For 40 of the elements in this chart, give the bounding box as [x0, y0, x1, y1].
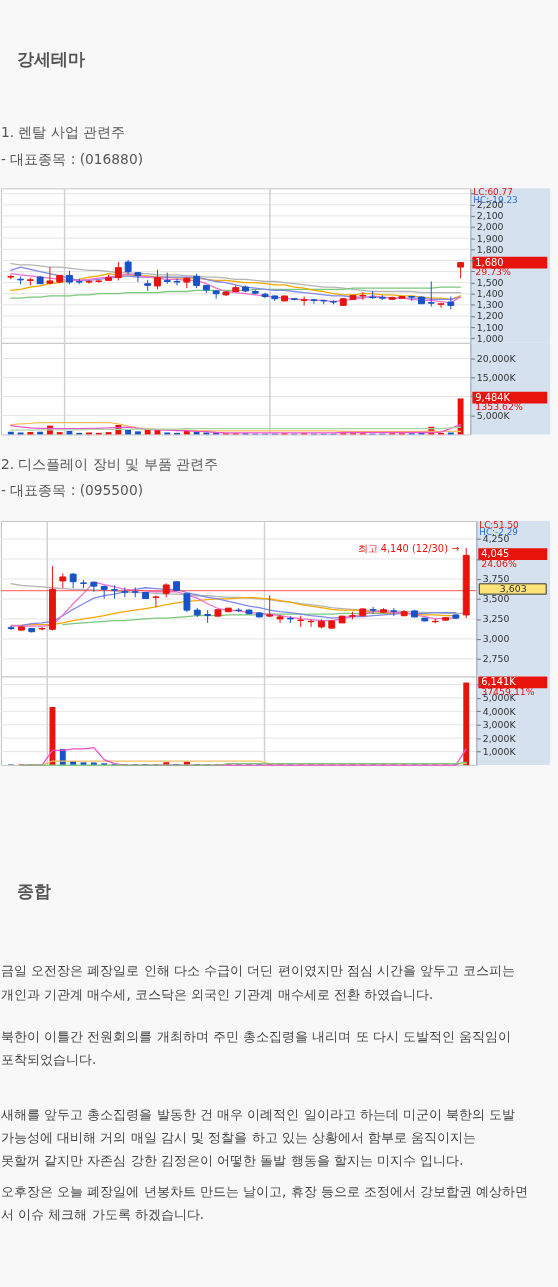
y-tick-label: 1,100	[476, 321, 504, 333]
text: 6,141K	[481, 676, 517, 688]
y-tick-label: 1,800	[476, 243, 504, 255]
y-tick-label: 1,300	[476, 299, 504, 311]
y-tick-label: 2,000	[476, 221, 504, 233]
y-tick-label: 3,500	[482, 593, 510, 605]
chart-title: 2. 디스플레이 장비 및 부품 관련주	[0, 455, 218, 472]
y-tick-label: 2,750	[482, 653, 510, 665]
annotation: 최고 4,140 (12/30) →	[357, 543, 460, 555]
text: 4,045	[481, 548, 510, 560]
text: 오후장은 오늘 폐장일에 년봉차트 만드는 날이고, 휴장 등으로 조정에서 강보합권 예상하면 서 이슈 체크해 가도록 하겠습니다.	[0, 1184, 529, 1223]
text: 강세테마	[16, 49, 85, 70]
y-tick-label: 1,200	[476, 310, 504, 322]
y-tick-label: 3,750	[482, 573, 510, 585]
y-tick-label: 1,000	[476, 332, 504, 344]
text: 북한이 이틀간 전원회의를 개최하며 주민 총소집령을 내리며 또 다시 도발적인 움직임이 포착되었습니다.	[0, 1029, 512, 1068]
y-tick-label: 3,250	[482, 613, 510, 625]
text: 1,680	[475, 256, 504, 268]
y-tick-label: 15,000K	[476, 371, 517, 383]
text: 24.06%	[481, 557, 517, 569]
text: 9,484K	[475, 391, 511, 403]
chart-title: 1. 렌탈 사업 관련주	[0, 124, 126, 141]
y-tick-label: 3,000K	[482, 719, 517, 731]
text: 금일 오전장은 폐장일로 인해 다소 수급이 더딘 편이였지만 점심 시간을 앞두고 코스피는 개인과 기관계 매수세, 코스닥은 외국인 기관계 매수세로 전환 하였습니다.	[0, 963, 516, 1002]
text: 새해를 앞두고 총소집령을 발동한 건 매우 이례적인 일이라고 하는데 미군이 북한의 도발 가능성에 대비해 거의 매일 감시 및 정찰을 하고 있는 상황에서 함부로 움직이지는 못할꺼 같지만 자존심 강한 김정은이 어떻한 돌발 행동을 할지는 미지수 입니다.	[0, 1106, 516, 1169]
text: 29.73%	[475, 266, 512, 278]
y-tick-label: 1,400	[476, 288, 504, 300]
y-tick-label: 20,000K	[476, 353, 517, 365]
text: 종합	[16, 880, 51, 901]
text: LC:60.77	[473, 187, 513, 198]
y-tick-label: 1,000K	[482, 746, 517, 758]
y-tick-label: 2,100	[476, 210, 504, 222]
y-tick-label: 2,000K	[482, 732, 517, 744]
y-tick-label: 3,000	[482, 633, 510, 645]
y-tick-label: 4,000K	[482, 705, 517, 717]
y-tick-label: 1,900	[476, 232, 504, 244]
chart-subtitle: - 대표종목 : (095500)	[0, 482, 144, 499]
chart-subtitle: - 대표종목 : (016880)	[0, 150, 144, 167]
ref-line-label: 3,603	[499, 582, 527, 594]
y-tick-label: 1,500	[476, 277, 504, 289]
